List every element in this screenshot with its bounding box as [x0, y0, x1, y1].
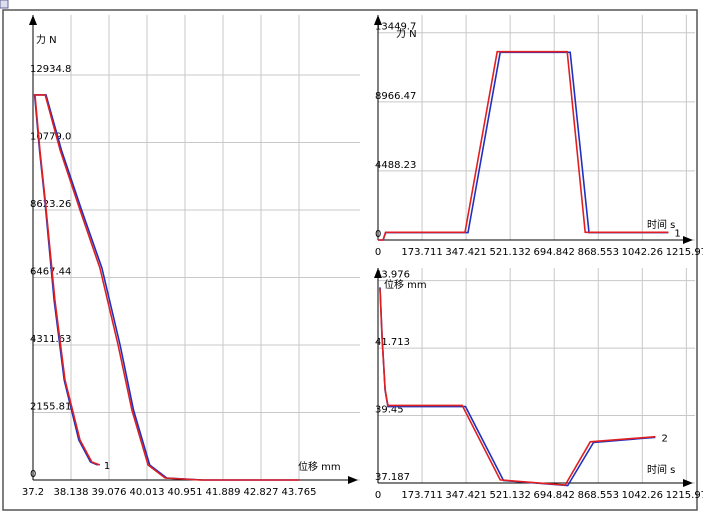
x-axis-label: 时间 s	[647, 218, 675, 231]
x-tick-label: 41.889	[206, 487, 241, 498]
x-tick-label: 173.711	[401, 490, 442, 501]
y-tick-label: 41.713	[375, 337, 410, 348]
y-tick-label: 39.45	[375, 405, 404, 416]
x-tick-label: 1042.26	[622, 247, 663, 258]
x-tick-label: 0	[375, 247, 381, 258]
x-tick-label: 347.421	[445, 247, 486, 258]
y-tick-label: 43.976	[375, 270, 410, 281]
x-tick-label: 1215.97	[666, 247, 703, 258]
y-axis-label: 力 N	[36, 33, 57, 46]
y-axis-label: 位移 mm	[384, 278, 427, 291]
x-tick-label: 42.827	[244, 487, 279, 498]
data-line	[379, 288, 656, 486]
y-tick-label: 37.187	[375, 472, 410, 483]
x-tick-label: 521.132	[489, 247, 530, 258]
y-tick-label: 8623.26	[30, 199, 71, 210]
annotation: 1	[104, 461, 110, 472]
y-tick-label: 6467.44	[30, 266, 71, 277]
x-tick-label: 347.421	[445, 490, 486, 501]
data-line	[378, 50, 669, 241]
x-tick-label: 521.132	[489, 490, 530, 501]
y-tick-label: 10779.0	[30, 131, 71, 142]
y-tick-label: 2155.81	[30, 401, 71, 412]
x-tick-label: 40.013	[129, 487, 164, 498]
x-axis-arrow	[683, 236, 693, 244]
x-axis-label: 位移 mm	[298, 460, 341, 473]
y-tick-label: 4488.23	[375, 160, 416, 171]
x-axis-label: 时间 s	[647, 463, 675, 476]
x-tick-label: 1042.26	[622, 490, 663, 501]
x-tick-label: 43.765	[282, 487, 317, 498]
x-tick-label: 38.138	[54, 487, 89, 498]
data-line	[34, 94, 300, 481]
y-tick-label: 13449.7	[375, 22, 416, 33]
x-tick-label: 0	[375, 490, 381, 501]
y-axis-arrow	[374, 15, 382, 25]
x-tick-label: 868.553	[578, 490, 619, 501]
x-tick-label: 868.553	[578, 247, 619, 258]
x-axis-arrow	[348, 476, 358, 484]
x-tick-label: 694.842	[534, 490, 575, 501]
x-tick-label: 37.2	[22, 487, 44, 498]
x-tick-label: 1215.97	[666, 490, 703, 501]
x-tick-label: 40.951	[167, 487, 202, 498]
window-icon	[0, 0, 9, 9]
y-tick-label: 8966.47	[375, 91, 416, 102]
y-tick-label: 4311.63	[30, 334, 71, 345]
data-line	[33, 94, 300, 481]
x-axis-arrow	[683, 479, 693, 487]
y-tick-label: 12934.8	[30, 64, 71, 75]
annotation: 1	[674, 229, 680, 240]
y-axis-arrow	[29, 15, 37, 25]
annotation: 2	[661, 433, 667, 444]
y-axis-label: 力 N	[396, 27, 417, 40]
x-tick-label: 173.711	[401, 247, 442, 258]
x-tick-label: 694.842	[534, 247, 575, 258]
y-axis-arrow	[374, 268, 382, 278]
frame	[2, 9, 698, 511]
x-tick-label: 39.076	[92, 487, 127, 498]
